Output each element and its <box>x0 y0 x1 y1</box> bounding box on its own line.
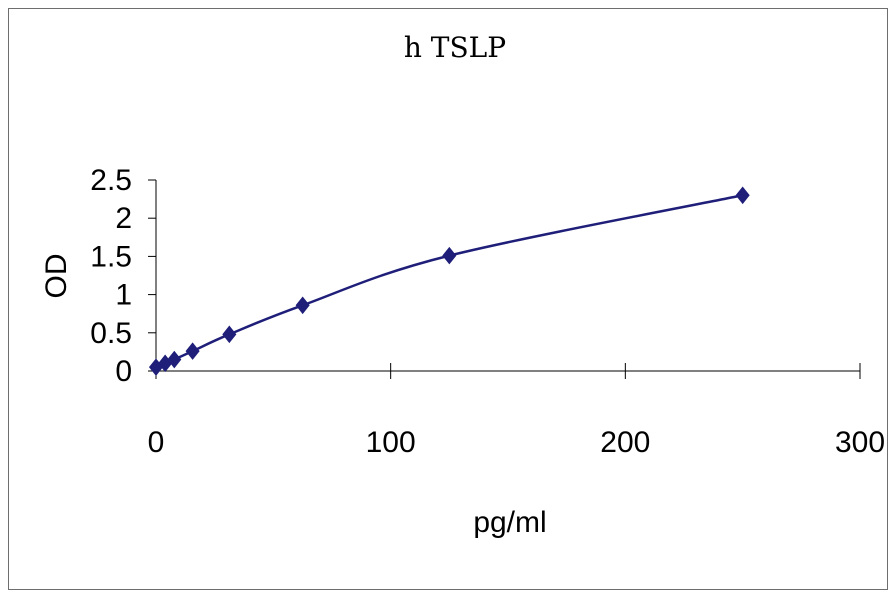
chart-frame <box>8 8 888 590</box>
y-tick-label: 2.5 <box>90 164 132 197</box>
fit-curve <box>155 194 743 369</box>
tick-labels: 0 0.5 1 1.5 2 2.5 0 100 200 300 <box>90 164 885 459</box>
data-point-diamond <box>442 246 457 265</box>
data-point-diamond <box>735 186 750 205</box>
y-tick-label: 0.5 <box>90 317 132 350</box>
fit-curve-layer <box>155 194 743 369</box>
y-axis-label: OD <box>40 254 73 299</box>
data-point-diamond <box>167 350 182 369</box>
data-point-diamond <box>222 325 237 344</box>
y-tick-label: 0 <box>115 355 132 388</box>
chart-title: h TSLP <box>404 31 506 64</box>
data-point-diamond <box>185 342 200 360</box>
data-points <box>148 186 750 376</box>
y-tick-label: 1.5 <box>90 240 132 273</box>
data-point-diamond <box>295 296 310 315</box>
axes <box>148 179 861 379</box>
x-tick-label: 200 <box>600 426 650 459</box>
x-axis-label: pg/ml <box>473 506 546 539</box>
y-tick-label: 1 <box>115 279 132 312</box>
x-tick-label: 100 <box>366 426 416 459</box>
x-tick-label: 300 <box>835 426 885 459</box>
y-tick-label: 2 <box>115 202 132 235</box>
x-tick-label: 0 <box>148 426 165 459</box>
